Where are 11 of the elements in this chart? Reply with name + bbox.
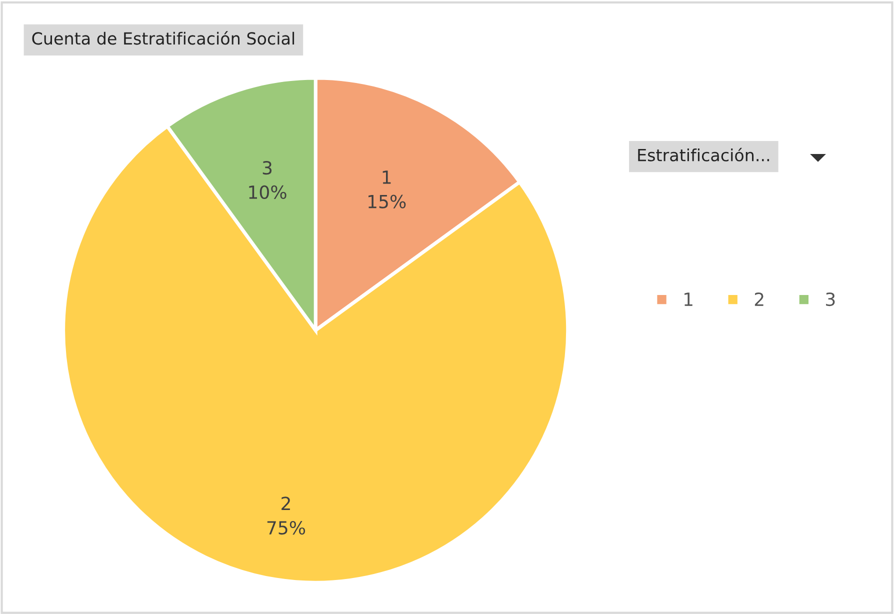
data-label: 15% (368, 194, 406, 208)
legend-label: 1 (684, 292, 692, 306)
legend-label: 2 (754, 292, 764, 306)
chart-title: Cuenta de Estratificación Social (32, 31, 294, 45)
legend-label: 3 (826, 292, 835, 306)
legend-title: Estratificación... (638, 148, 770, 162)
slice-label: 3 (262, 160, 272, 175)
slice-label: 2 (282, 496, 290, 510)
data-label: 75% (267, 520, 306, 535)
slice-label: 1 (382, 170, 391, 184)
data-label: 10% (249, 185, 286, 199)
